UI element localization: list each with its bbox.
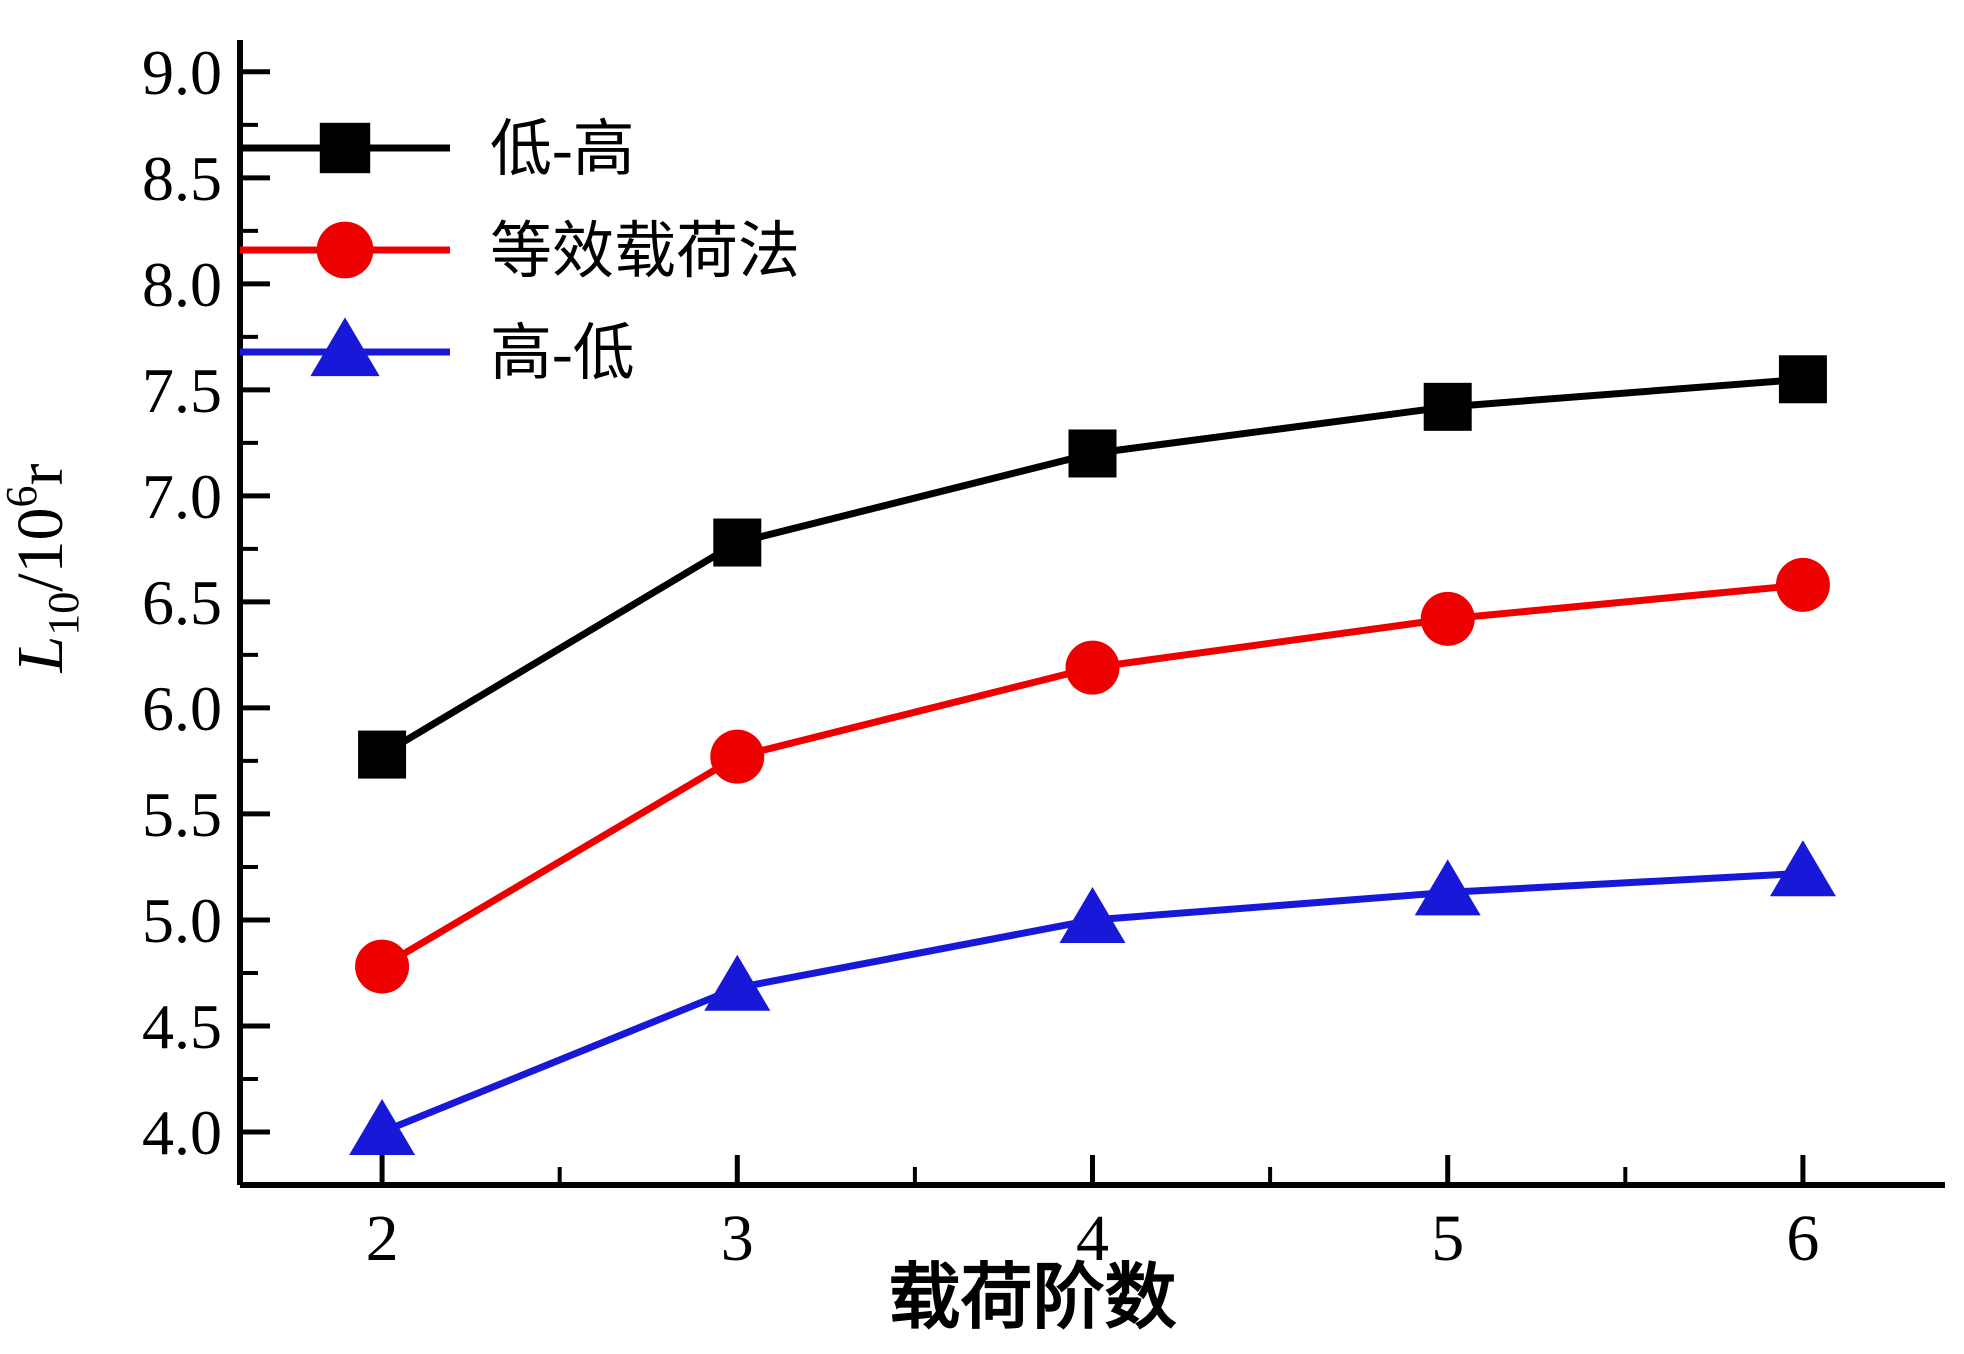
circle-marker bbox=[316, 221, 374, 279]
triangle-marker bbox=[1414, 859, 1481, 916]
square-marker bbox=[1778, 355, 1827, 404]
y-tick-label: 5.5 bbox=[142, 779, 222, 850]
x-tick-label: 5 bbox=[1431, 1202, 1464, 1275]
legend-label: 低-高 bbox=[490, 116, 635, 184]
x-tick-label: 2 bbox=[366, 1202, 399, 1275]
square-marker bbox=[713, 518, 762, 567]
square-marker bbox=[1423, 382, 1472, 431]
y-tick-label: 7.0 bbox=[142, 461, 222, 532]
circle-marker bbox=[1420, 591, 1475, 646]
square-marker bbox=[319, 122, 371, 174]
circle-marker bbox=[710, 729, 765, 784]
x-tick-label: 6 bbox=[1786, 1202, 1819, 1275]
triangle-marker bbox=[704, 954, 771, 1011]
triangle-marker bbox=[310, 317, 380, 377]
circle-marker bbox=[1775, 557, 1830, 612]
y-tick-label: 9.0 bbox=[142, 37, 222, 108]
legend-label: 等效载荷法 bbox=[490, 218, 800, 286]
x-tick-label: 4 bbox=[1076, 1202, 1109, 1275]
y-tick-label: 6.5 bbox=[142, 567, 222, 638]
y-axis-title: L10/106r bbox=[0, 463, 88, 673]
circle-marker bbox=[1065, 640, 1120, 695]
y-tick-label: 7.5 bbox=[142, 355, 222, 426]
triangle-marker bbox=[1769, 840, 1836, 897]
square-marker bbox=[1068, 429, 1117, 478]
triangle-marker bbox=[349, 1098, 416, 1155]
circle-marker bbox=[355, 939, 410, 994]
y-tick-label: 8.5 bbox=[142, 143, 222, 214]
triangle-marker bbox=[1059, 886, 1126, 943]
x-axis-title: 载荷阶数 bbox=[888, 1258, 1176, 1338]
legend-item-1: 等效载荷法 bbox=[240, 218, 800, 286]
legend-label: 高-低 bbox=[490, 320, 635, 388]
x-tick-label: 3 bbox=[721, 1202, 754, 1275]
y-tick-label: 5.0 bbox=[142, 885, 222, 956]
legend-item-2: 高-低 bbox=[240, 317, 635, 388]
square-marker bbox=[358, 730, 407, 779]
y-tick-label: 4.0 bbox=[142, 1097, 222, 1168]
y-tick-label: 6.0 bbox=[142, 673, 222, 744]
y-tick-label: 4.5 bbox=[142, 991, 222, 1062]
y-tick-label: 8.0 bbox=[142, 249, 222, 320]
legend-item-0: 低-高 bbox=[240, 116, 635, 184]
